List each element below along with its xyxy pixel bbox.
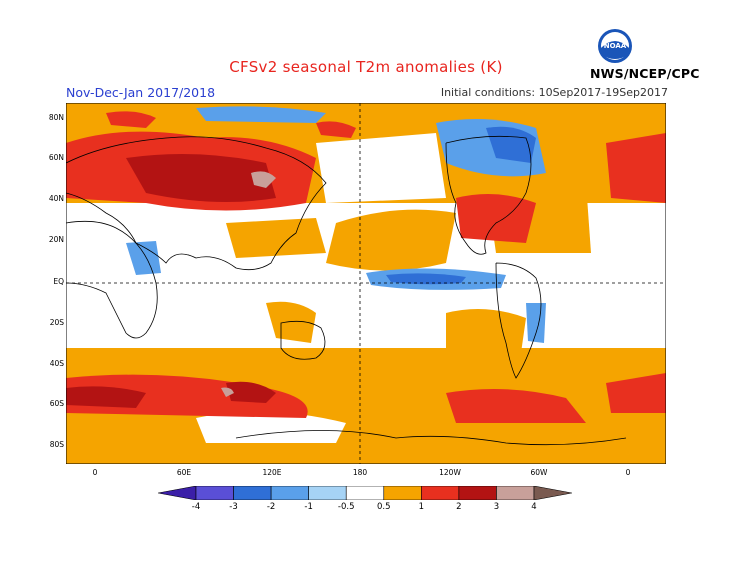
colorbar-right-arrow: [533, 486, 572, 500]
colorbar-box: [383, 486, 422, 500]
lon-label-120e: 120E: [262, 468, 282, 477]
colorbar-label: -3: [229, 502, 238, 512]
colorbar-box: [308, 486, 347, 500]
colorbar-left-arrow: [158, 486, 197, 500]
lon-label-0: 0: [92, 468, 98, 477]
colorbar-box: [195, 486, 234, 500]
colorbar-box: [233, 486, 272, 500]
anomaly-darkred-fields: [66, 154, 276, 408]
anomaly-darkblue-fields: [386, 126, 536, 285]
colorbar-label: -1: [304, 502, 313, 512]
colorbar-box: [458, 486, 497, 500]
lon-label-120w: 120W: [439, 468, 461, 477]
lat-label-40n: 40N: [48, 194, 64, 203]
lat-label-80s: 80S: [49, 440, 64, 449]
colorbar-label: -4: [191, 502, 201, 512]
colorbar-box: [270, 486, 309, 500]
lon-label-60e: 60E: [176, 468, 192, 477]
colorbar-label: 4: [531, 502, 537, 512]
lat-label-80n: 80N: [48, 113, 64, 122]
lat-label-60s: 60S: [49, 399, 64, 408]
colorbar-box: [421, 486, 460, 500]
lon-label-180: 180: [352, 468, 368, 477]
lat-label-40s: 40S: [49, 359, 64, 368]
colorbar-label: 0.5: [377, 502, 391, 512]
colorbar: [158, 486, 572, 500]
lat-label-20n: 20N: [48, 235, 64, 244]
anomaly-peak-fields: [221, 171, 276, 397]
lon-label-0-east: 0: [625, 468, 631, 477]
agency-label: NWS/NCEP/CPC: [590, 66, 700, 81]
forecast-period: Nov-Dec-Jan 2017/2018: [66, 85, 216, 100]
colorbar-label: 2: [456, 502, 462, 512]
logo-text: NOAA: [604, 42, 627, 50]
anomaly-orange-fields: [66, 103, 666, 464]
colorbar-box: [496, 486, 535, 500]
noaa-logo: NOAA: [597, 28, 633, 64]
lat-label-20s: 20S: [49, 318, 64, 327]
lon-label-60w: 60W: [530, 468, 548, 477]
colorbar-label: -0.5: [337, 502, 355, 512]
page-title: CFSv2 seasonal T2m anomalies (K): [229, 58, 503, 76]
colorbar-label: 1: [418, 502, 425, 512]
colorbar-label: 3: [493, 502, 500, 512]
initial-conditions: Initial conditions: 10Sep2017-19Sep2017: [440, 86, 668, 99]
colorbar-box: [345, 486, 385, 500]
lat-label-60n: 60N: [48, 153, 64, 162]
anomaly-map: [66, 103, 666, 464]
colorbar-label: -2: [266, 502, 276, 512]
lat-label-eq: EQ: [53, 277, 64, 286]
coastlines: [66, 135, 627, 446]
